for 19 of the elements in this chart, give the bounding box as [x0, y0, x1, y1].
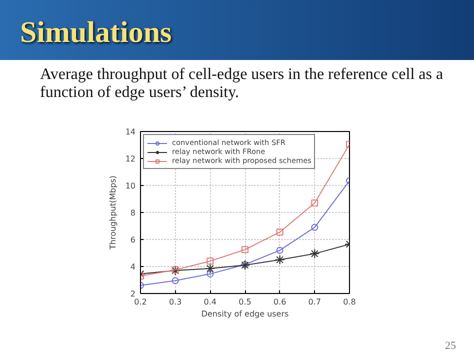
chart-subtitle: Average throughput of cell-edge users in the reference cell as a function of edge users’ density.: [39, 65, 444, 102]
x-axis-title: Density of edge users: [201, 310, 289, 318]
y-tick-label: 10: [125, 182, 136, 190]
y-axis-title: Throughput(Mbps): [108, 176, 118, 250]
x-tick-label: 0.5: [238, 298, 252, 306]
y-tick-label: 12: [125, 154, 136, 164]
y-tick-label: 6: [130, 236, 136, 244]
x-tick-label: 0.2: [134, 298, 147, 306]
text: 25: [445, 339, 456, 354]
x-tick-label: 0.4: [204, 298, 217, 306]
y-tick-label: 8: [130, 208, 136, 218]
y-tick-label: 2: [130, 290, 136, 298]
x-tick-label: 0.6: [273, 298, 286, 306]
x-tick-label: 0.7: [308, 298, 322, 306]
y-tick-label: 14: [125, 128, 136, 136]
chart-title: Simulations: [19, 15, 172, 51]
y-tick-label: 4: [130, 262, 136, 272]
x-tick-label: 0.8: [343, 298, 356, 306]
x-tick-label: 0.3: [168, 298, 182, 306]
